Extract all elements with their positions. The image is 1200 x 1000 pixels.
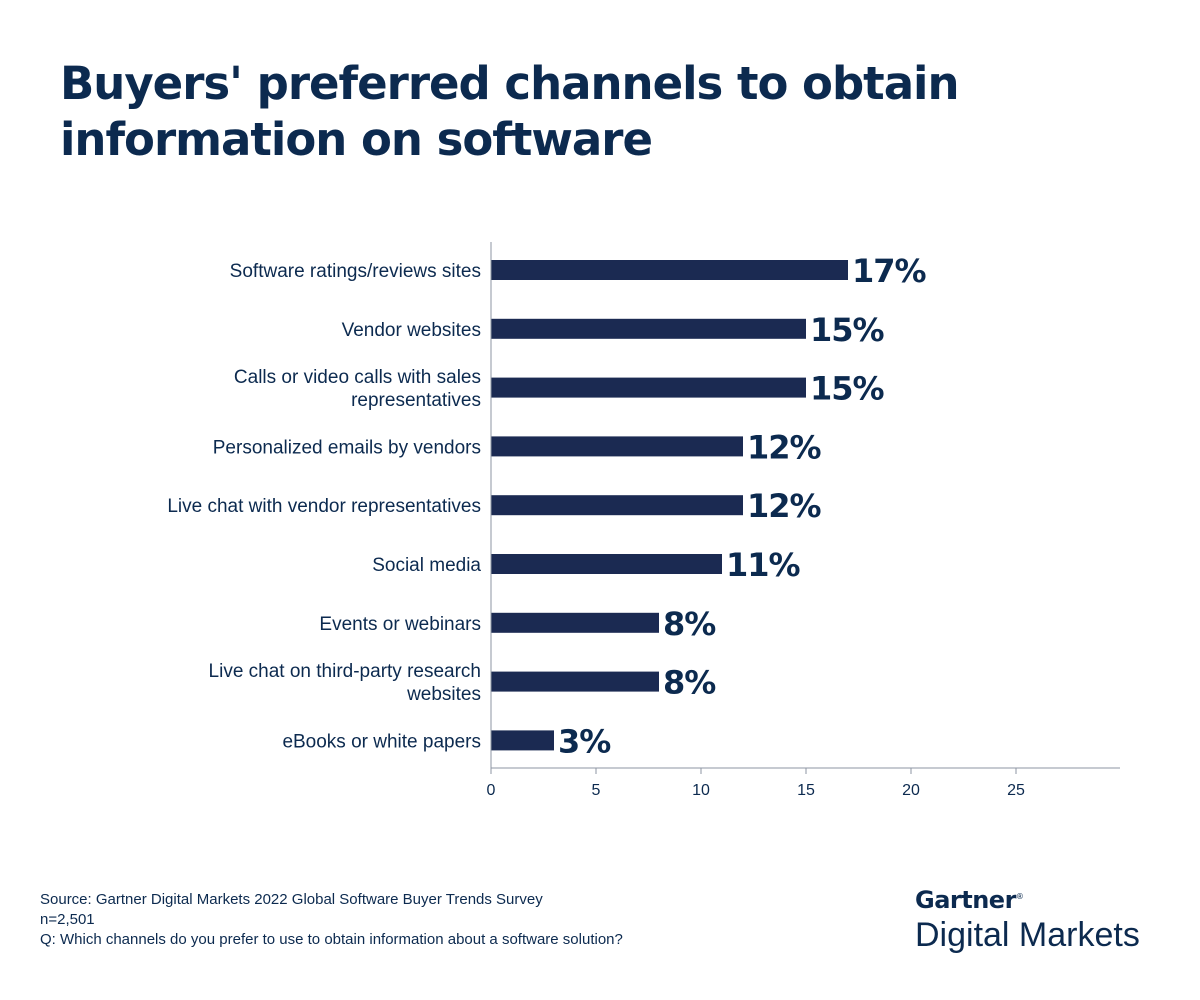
category-label: Social media (372, 555, 481, 576)
bar (491, 671, 659, 692)
value-label: 11% (726, 546, 801, 584)
value-label: 15% (810, 311, 885, 349)
value-label: 15% (810, 370, 885, 408)
value-label: 12% (747, 487, 822, 525)
category-label: Calls or video calls with sales represent… (234, 367, 481, 411)
survey-question: Q: Which channels do you prefer to use t… (40, 931, 623, 948)
bar (491, 377, 806, 398)
logo-digital-markets-text: Digital Markets (915, 916, 1140, 954)
gartner-digital-markets-logo: Gartner® Digital Markets (915, 882, 1140, 955)
value-label: 17% (852, 252, 927, 290)
x-tick-label: 15 (797, 782, 815, 799)
x-tick-label: 10 (692, 782, 710, 799)
category-label: Live chat with vendor representatives (167, 496, 481, 517)
bar-chart: 17% Software ratings/reviews sites 15% Vend… (167, 242, 1120, 799)
logo-registered-mark: ® (1015, 892, 1024, 901)
value-label: 8% (663, 605, 716, 643)
category-label: Events or webinars (319, 614, 481, 635)
bar (491, 495, 743, 516)
category-label: eBooks or white papers (282, 731, 481, 752)
bar (491, 554, 722, 574)
bar (491, 612, 659, 633)
bar (491, 730, 554, 751)
value-label: 8% (663, 664, 716, 702)
x-tick-label: 20 (902, 782, 920, 799)
x-tick-label: 0 (487, 782, 496, 799)
logo-gartner-text: Gartner (915, 886, 1016, 914)
x-tick-label: 25 (1007, 782, 1025, 799)
sample-size: n=2,501 (40, 911, 95, 928)
bar (491, 260, 848, 280)
chart-title: Buyers' preferred channels to obtain inf… (60, 57, 960, 166)
x-tick-label: 5 (592, 782, 601, 799)
category-label: Live chat on third-party research website… (209, 661, 481, 705)
category-label: Personalized emails by vendors (213, 437, 481, 458)
value-label: 12% (747, 428, 822, 466)
bar (491, 318, 806, 339)
category-label: Vendor websites (342, 320, 481, 341)
source-note: Source: Gartner Digital Markets 2022 Glo… (40, 891, 543, 908)
chart-footer: Source: Gartner Digital Markets 2022 Glo… (40, 890, 623, 950)
bar (491, 436, 743, 457)
category-label: Software ratings/reviews sites (230, 261, 481, 282)
value-label: 3% (558, 722, 611, 760)
